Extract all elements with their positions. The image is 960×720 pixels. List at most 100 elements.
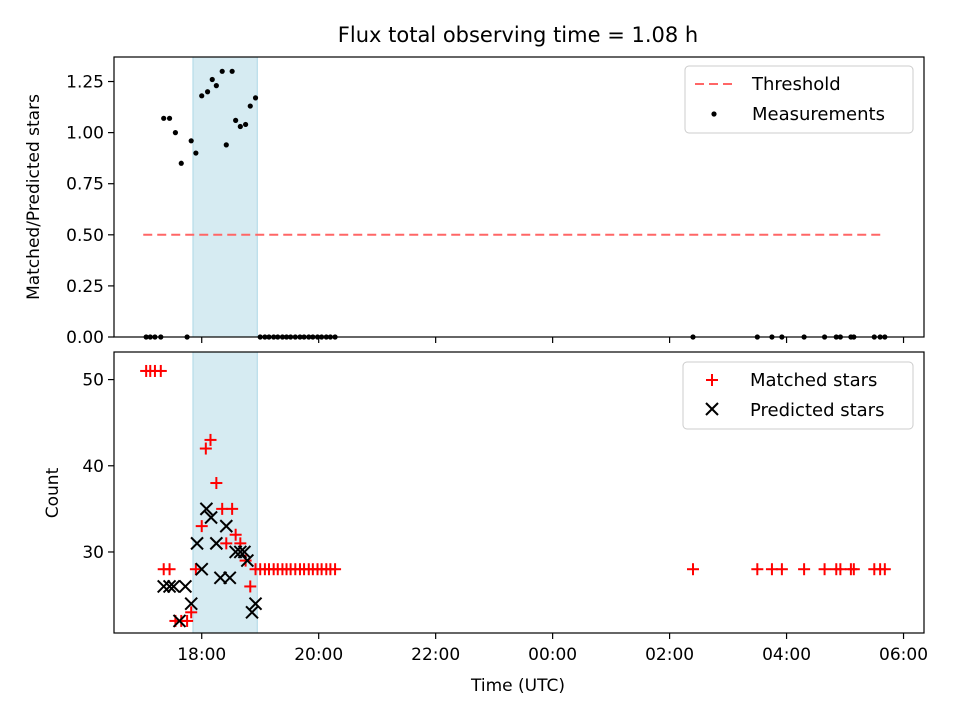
matched-star-point: [189, 563, 202, 576]
predicted-star-point: [219, 519, 233, 533]
predicted-star-point: [184, 596, 198, 611]
matched-stars-points: [140, 364, 891, 627]
bottom-plot-panel: 30 40 50 18:00 20:00 22:00 00:00 02:00 04:00 06:0…: [43, 351, 928, 696]
measurement-point: [233, 117, 239, 123]
top-y-tick-label: 0.00: [66, 328, 104, 348]
matched-star-point: [834, 563, 847, 576]
predicted-star-point: [172, 614, 187, 628]
measurement-point: [193, 150, 199, 156]
x-tick-label: 06:00: [879, 645, 928, 665]
predicted-star-point: [233, 545, 248, 559]
predicted-stars-legend-label: Predicted stars: [750, 400, 884, 421]
bottom-legend: Matched stars Predicted stars: [682, 361, 914, 430]
measurement-point: [242, 121, 249, 128]
bottom-axis-ticks: 30 40 50 18:00 20:00 22:00 00:00 02:00 04:00 06:0…: [82, 371, 928, 665]
predicted-stars-legend-marker: [705, 402, 719, 416]
matched-star-point: [220, 537, 233, 550]
predicted-star-point: [237, 545, 252, 559]
predicted-star-point: [204, 510, 218, 525]
matched-star-point: [185, 606, 198, 619]
measurement-point: [172, 130, 179, 136]
threshold-legend-label: Threshold: [751, 74, 841, 95]
measurement-point: [209, 76, 215, 83]
matched-star-point: [329, 563, 342, 576]
measurement-point: [237, 123, 243, 130]
top-plot-panel: 0.00 0.25 0.50 0.75 1.00 1.25 Matched/Predict…: [24, 56, 925, 348]
predicted-star-point: [209, 536, 224, 551]
measurement-point: [247, 103, 253, 109]
x-tick-label: 02:00: [645, 645, 694, 665]
matched-star-point: [226, 502, 239, 515]
x-tick-label: 20:00: [294, 645, 343, 665]
bottom-y-tick-label: 50: [82, 371, 104, 391]
matched-star-point: [751, 563, 764, 576]
measurement-point: [161, 115, 167, 121]
matched-star-point: [154, 364, 167, 377]
x-tick-label: 22:00: [411, 645, 460, 665]
bottom-y-axis-label: Count: [43, 467, 63, 518]
matched-star-point: [195, 520, 208, 533]
measurement-point: [204, 89, 211, 95]
matched-star-point: [181, 614, 194, 627]
matched-star-point: [163, 563, 176, 576]
measurement-point: [178, 160, 184, 166]
matched-star-point: [229, 528, 242, 541]
predicted-star-point: [162, 579, 177, 594]
bottom-legend-box: [682, 361, 914, 430]
predicted-stars-points: [157, 502, 263, 628]
measurements-legend-label: Measurements: [752, 104, 885, 125]
predicted-star-point: [157, 579, 171, 594]
measurement-point: [219, 68, 225, 74]
predicted-star-point: [195, 562, 209, 576]
top-legend-box: [684, 65, 914, 134]
bottom-plot-frame: [113, 351, 925, 634]
top-y-tick-label: 0.50: [66, 226, 104, 246]
top-y-tick-label: 0.25: [66, 277, 104, 297]
chart-title: Flux total observing time = 1.08 h: [338, 23, 698, 47]
top-y-tick-label: 1.25: [66, 73, 104, 93]
top-observing-window-shade: [192, 56, 258, 338]
matched-star-point: [818, 563, 831, 576]
predicted-star-point: [248, 596, 263, 611]
matched-star-point: [244, 580, 257, 593]
bottom-y-tick-label: 30: [82, 543, 104, 563]
measurement-point: [213, 83, 219, 89]
predicted-star-point: [240, 553, 255, 568]
predicted-star-point: [166, 579, 181, 594]
matched-stars-legend-marker: [706, 374, 718, 386]
top-y-axis-label: Matched/Predicted stars: [24, 94, 44, 300]
matched-star-point: [686, 563, 699, 576]
measurement-point: [188, 138, 194, 144]
predicted-star-point: [245, 605, 259, 620]
top-plot-frame: [113, 56, 925, 338]
matched-star-point: [847, 563, 860, 576]
top-y-tick-label: 1.00: [66, 124, 104, 144]
matched-star-point: [210, 477, 223, 490]
matched-star-point: [199, 442, 212, 455]
measurement-point: [199, 93, 205, 99]
measurement-point: [166, 115, 173, 121]
bottom-observing-window-shade: [192, 351, 258, 634]
predicted-star-point: [199, 502, 214, 516]
measurement-point: [229, 68, 235, 74]
measurement-point: [252, 95, 259, 101]
top-axis-ticks: 0.00 0.25 0.50 0.75 1.00 1.25: [66, 73, 905, 348]
predicted-star-point: [190, 536, 204, 551]
matched-star-point: [878, 563, 891, 576]
measurements-legend-marker: [711, 111, 717, 117]
x-tick-label: 04:00: [762, 645, 811, 665]
matched-stars-legend-label: Matched stars: [750, 370, 877, 391]
top-y-tick-label: 0.75: [66, 175, 104, 195]
predicted-star-point: [178, 579, 193, 594]
matched-star-point: [775, 563, 788, 576]
x-axis-label: Time (UTC): [470, 676, 565, 696]
matched-star-point: [798, 563, 811, 576]
x-tick-label: 18:00: [177, 645, 226, 665]
matched-star-point: [204, 433, 217, 446]
predicted-star-point: [223, 571, 237, 585]
measurement-point: [223, 142, 229, 148]
bottom-y-tick-label: 40: [82, 457, 104, 477]
top-legend: Threshold Measurements: [684, 65, 914, 134]
x-tick-label: 00:00: [528, 645, 577, 665]
